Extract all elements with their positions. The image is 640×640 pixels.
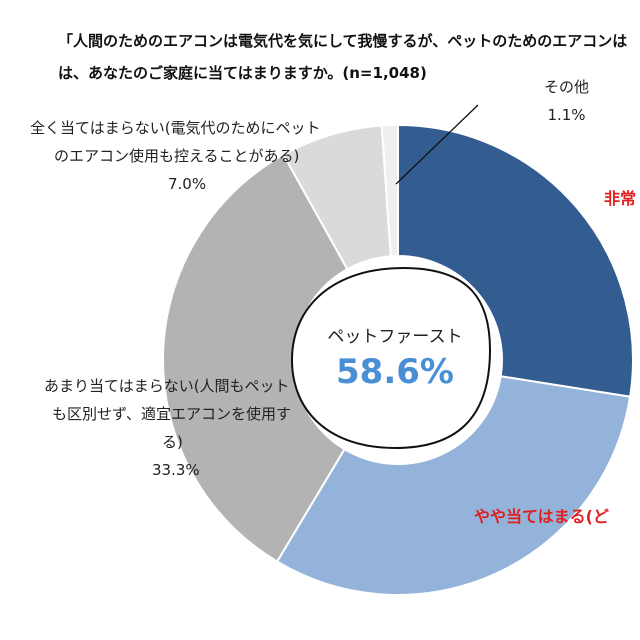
label-other-value: 1.1% (547, 106, 586, 124)
other-leader-line (395, 104, 479, 185)
chart-title-line-1: 「人間のためのエアコンは電気代を気にして我慢するが、ペットのためのエアコンは (58, 32, 628, 50)
center-value: 58.6% (336, 352, 454, 392)
label-not-really-line2: も区別せず、適宜エアコンを使用す (52, 405, 291, 423)
center-caption: ペットファースト (327, 327, 463, 347)
label-not-really-line3: る) (162, 433, 183, 451)
center-callout-outline (290, 266, 492, 450)
label-very-true: 非常 (604, 189, 637, 208)
donut-slice-0 (397, 123, 634, 398)
label-other-name: その他 (544, 78, 590, 96)
label-not-at-all: 全く当てはまらない(電気代のためにペット のエアコン使用も控えることがある) 7… (30, 114, 321, 198)
chart-title-line-2: は、あなたのご家庭に当てはまりますか。(n=1,048) (58, 64, 427, 82)
label-not-at-all-line2: のエアコン使用も控えることがある) (54, 147, 300, 165)
label-somewhat-true: やや当てはまる(ど (474, 507, 609, 526)
donut-slice-4 (380, 123, 399, 258)
label-other: その他 1.1% (544, 73, 589, 129)
donut-slice-1 (275, 375, 632, 596)
label-not-really: あまり当てはまらない(人間もペット も区別せず、適宜エアコンを使用す る) 33… (44, 372, 291, 484)
label-not-at-all-line1: 全く当てはまらない(電気代のためにペット (30, 119, 321, 137)
label-not-really-line1: あまり当てはまらない(人間もペット (44, 377, 290, 395)
label-not-really-value: 33.3% (152, 461, 200, 479)
label-not-at-all-value: 7.0% (168, 175, 207, 193)
